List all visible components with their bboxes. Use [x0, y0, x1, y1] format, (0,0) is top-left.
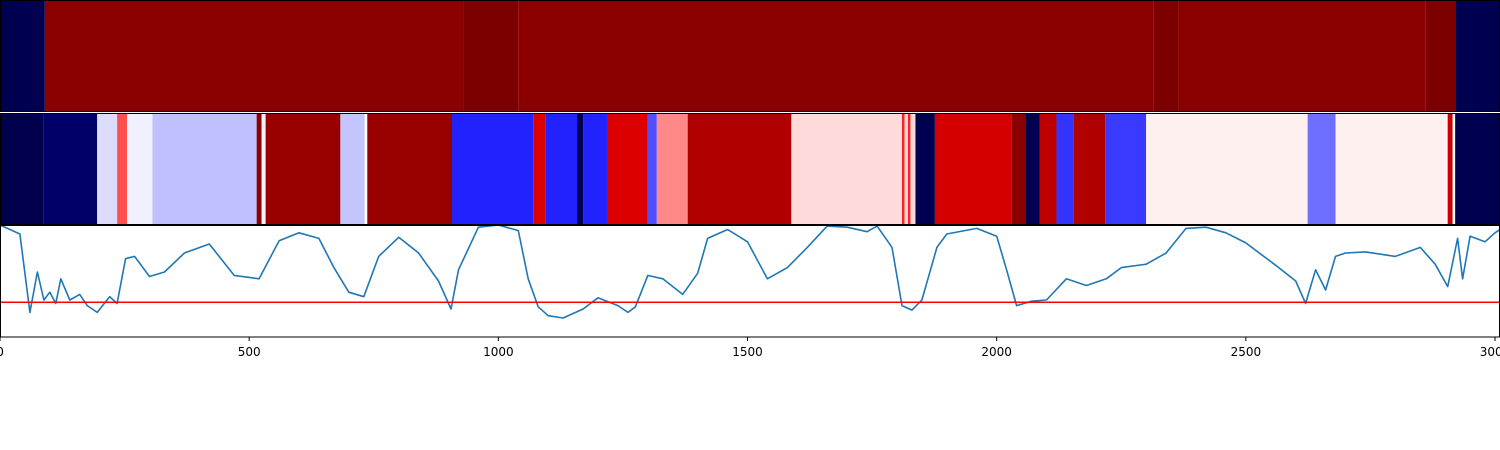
- middle-band-segment-31: [1056, 113, 1074, 225]
- middle-band-segment-8: [265, 113, 341, 225]
- middle-band-segment-28: [1011, 113, 1026, 225]
- middle-band-segment-27: [934, 113, 1012, 225]
- middle-heatmap-band: [0, 113, 1500, 225]
- top-band-segment-3: [518, 0, 1154, 112]
- x-tick-label-3000: 3000: [1480, 345, 1500, 359]
- middle-band-segment-3: [117, 113, 128, 225]
- middle-band-segment-23: [904, 113, 908, 225]
- top-band-segment-6: [1425, 0, 1456, 112]
- middle-band-segment-33: [1105, 113, 1147, 225]
- middle-band-segment-18: [647, 113, 657, 225]
- middle-band-segment-6: [256, 113, 262, 225]
- top-band-segment-1: [44, 0, 464, 112]
- middle-band-segment-36: [1335, 113, 1448, 225]
- middle-band-segment-39: [1455, 113, 1500, 225]
- top-band-segment-5: [1178, 0, 1426, 112]
- middle-band-segment-34: [1146, 113, 1308, 225]
- signal-series-line: [0, 225, 1500, 319]
- middle-band-segment-21: [791, 113, 902, 225]
- middle-band-segment-20: [687, 113, 792, 225]
- middle-band-segment-14: [545, 113, 578, 225]
- middle-band-segment-37: [1447, 113, 1453, 225]
- x-tick-label-1000: 1000: [483, 345, 514, 359]
- top-band-segment-7: [1455, 0, 1500, 112]
- middle-band-segment-9: [340, 113, 365, 225]
- middle-band-segment-7: [261, 113, 266, 225]
- top-band-segment-4: [1153, 0, 1179, 112]
- x-tick-label-500: 500: [238, 345, 261, 359]
- middle-band-segment-32: [1073, 113, 1106, 225]
- top-band-segment-2: [463, 0, 519, 112]
- middle-band-segment-17: [606, 113, 648, 225]
- middle-band-segment-12: [451, 113, 534, 225]
- middle-band-segment-25: [910, 113, 916, 225]
- middle-band-segment-1: [43, 113, 98, 225]
- middle-band-segment-30: [1039, 113, 1057, 225]
- middle-band-segment-4: [127, 113, 153, 225]
- top-heatmap-band: [0, 0, 1500, 112]
- middle-band-segment-5: [152, 113, 257, 225]
- middle-band-segment-16: [583, 113, 607, 225]
- middle-band-segment-15: [577, 113, 584, 225]
- middle-band-segment-38: [1452, 113, 1456, 225]
- x-tick-label-0: 0: [0, 345, 4, 359]
- middle-band-segment-29: [1025, 113, 1040, 225]
- middle-band-segment-19: [656, 113, 688, 225]
- middle-band-segment-22: [901, 113, 905, 225]
- middle-band-segment-26: [915, 113, 935, 225]
- middle-band-segment-2: [97, 113, 118, 225]
- signal-plot-area: [0, 225, 1500, 337]
- middle-band-segment-10: [364, 113, 368, 225]
- x-tick-label-2500: 2500: [1231, 345, 1262, 359]
- middle-band-segment-35: [1307, 113, 1336, 225]
- middle-band-segment-0: [0, 113, 44, 225]
- middle-band-segment-13: [533, 113, 546, 225]
- signal-line-panel: 0 500 1000 1500 2000 2500 3000: [0, 225, 1500, 359]
- x-axis: 0 500 1000 1500 2000 2500 3000: [0, 337, 1500, 359]
- x-tick-label-1500: 1500: [732, 345, 763, 359]
- middle-band-segment-24: [907, 113, 911, 225]
- x-tick-label-2000: 2000: [981, 345, 1012, 359]
- top-band-segment-0: [0, 0, 45, 112]
- middle-band-segment-11: [367, 113, 452, 225]
